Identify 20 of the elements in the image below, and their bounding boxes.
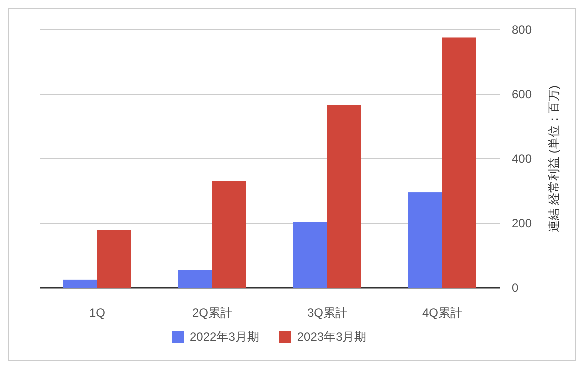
y-tick-label: 800 xyxy=(512,23,532,37)
x-tick-label: 1Q xyxy=(89,306,106,320)
bar xyxy=(212,181,246,288)
legend-label: 2023年3月期 xyxy=(297,330,367,344)
y-tick-label: 600 xyxy=(512,88,532,102)
y-tick-label: 200 xyxy=(512,216,532,230)
bar xyxy=(328,105,362,288)
y-tick-label: 0 xyxy=(512,281,519,295)
bar xyxy=(98,230,132,288)
bar xyxy=(408,192,442,288)
y-tick-label: 400 xyxy=(512,152,532,166)
x-tick-label: 3Q累計 xyxy=(307,306,348,320)
x-tick-label: 2Q累計 xyxy=(192,306,233,320)
x-tick-label: 4Q累計 xyxy=(422,306,463,320)
bar xyxy=(64,280,98,288)
legend-label: 2022年3月期 xyxy=(190,330,260,344)
bar xyxy=(294,222,328,288)
bar xyxy=(442,38,476,288)
bar xyxy=(178,270,212,288)
y-axis-title: 連結 経常利益 (単位：百万) xyxy=(547,86,561,232)
